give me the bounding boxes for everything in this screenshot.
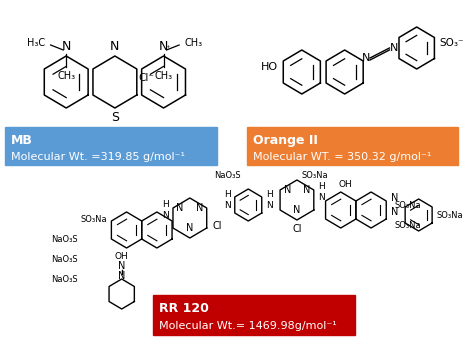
Text: N: N: [159, 40, 168, 53]
Text: N: N: [293, 205, 301, 215]
Text: RR 120: RR 120: [159, 303, 209, 316]
Text: SO₃Na: SO₃Na: [394, 221, 421, 229]
Text: Molecular Wt. =319.85 g/mol⁻¹: Molecular Wt. =319.85 g/mol⁻¹: [11, 152, 185, 162]
Text: NaO₃S: NaO₃S: [51, 256, 77, 264]
Text: N: N: [186, 223, 193, 233]
Text: SO₃Na: SO₃Na: [302, 170, 328, 179]
Text: SO₃Na: SO₃Na: [436, 210, 463, 220]
Text: NaO₃S: NaO₃S: [214, 170, 241, 179]
Text: S: S: [111, 111, 119, 124]
Text: Orange II: Orange II: [253, 134, 318, 147]
Text: N: N: [118, 261, 126, 271]
Text: Cl: Cl: [212, 221, 222, 231]
Text: NaO₃S: NaO₃S: [51, 235, 77, 245]
Text: SO₃Na: SO₃Na: [394, 201, 421, 209]
Text: H
N: H N: [266, 190, 273, 210]
Text: N: N: [176, 203, 184, 213]
Text: H
N: H N: [319, 182, 325, 202]
Text: N: N: [391, 193, 398, 203]
Text: OH: OH: [339, 180, 353, 189]
Bar: [247, 127, 457, 165]
Text: N: N: [110, 40, 119, 53]
Text: MB: MB: [11, 134, 33, 147]
Text: CH₃: CH₃: [155, 71, 173, 81]
Bar: [5, 127, 217, 165]
Text: ⁺: ⁺: [165, 44, 170, 53]
Text: N: N: [303, 185, 310, 195]
Text: N: N: [283, 185, 291, 195]
Text: Molecular WT. = 350.32 g/mol⁻¹: Molecular WT. = 350.32 g/mol⁻¹: [253, 152, 431, 162]
Text: H₃C: H₃C: [27, 38, 45, 48]
Text: N: N: [391, 207, 398, 217]
Text: HO: HO: [261, 62, 278, 72]
Text: SO₃⁻: SO₃⁻: [439, 38, 464, 48]
Text: Molecular Wt.= 1469.98g/mol⁻¹: Molecular Wt.= 1469.98g/mol⁻¹: [159, 321, 337, 331]
Text: N: N: [362, 53, 370, 63]
Text: OH: OH: [115, 252, 128, 261]
Text: CH₃: CH₃: [57, 71, 75, 81]
Text: Cl: Cl: [292, 224, 301, 234]
Text: N: N: [118, 271, 126, 281]
Text: SO₃Na: SO₃Na: [81, 215, 107, 225]
Text: CH₃: CH₃: [185, 38, 203, 48]
Text: H
N: H N: [162, 200, 168, 220]
Text: N: N: [390, 43, 399, 53]
Text: H
N: H N: [224, 190, 231, 210]
Text: N: N: [196, 203, 203, 213]
Text: NaO₃S: NaO₃S: [51, 275, 77, 285]
Bar: [153, 295, 356, 335]
Text: N: N: [62, 40, 71, 53]
Text: Cl⁻: Cl⁻: [138, 73, 154, 83]
